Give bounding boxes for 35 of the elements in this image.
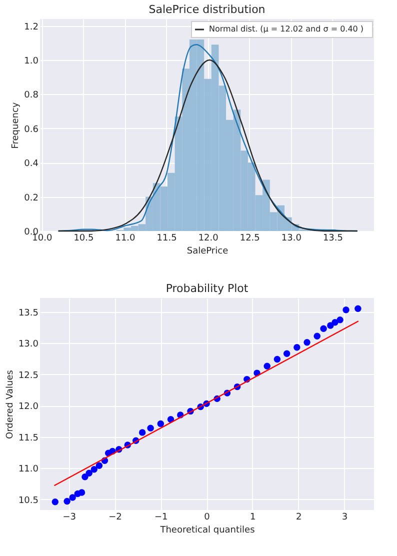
y-tick-label: 12.0: [18, 402, 39, 412]
x-tick-label: 0: [204, 512, 210, 522]
legend-label: Normal dist. (μ = 12.02 and σ = 0.40 ): [209, 24, 364, 34]
y-tick-label: 13.5: [18, 308, 38, 318]
chart-title: SalePrice distribution: [148, 3, 266, 16]
x-tick-label: −2: [108, 512, 122, 522]
x-axis-title: SalePrice: [186, 246, 229, 256]
x-tick-label: 3: [342, 512, 348, 522]
y-tick-label: 0.6: [24, 124, 39, 135]
y-tick-label: 10.5: [18, 496, 38, 506]
x-tick-label: 11.0: [115, 234, 136, 244]
y-axis-title: Ordered Values: [5, 370, 16, 439]
y-tick-label: 13.0: [18, 340, 39, 350]
x-tick-label: −1: [154, 512, 168, 522]
y-tick-label: 12.5: [18, 370, 38, 381]
x-tick-label: 1: [250, 512, 256, 522]
x-tick-label: 13.5: [322, 234, 343, 244]
y-tick-label: 11.0: [18, 464, 39, 475]
y-axis-title: Frequency: [11, 102, 22, 149]
y-tick-label: 1.0: [24, 56, 39, 67]
x-tick-label: 12.5: [240, 234, 260, 244]
x-tick-label: 2: [296, 512, 302, 522]
y-tick-label: 0.4: [24, 159, 39, 170]
x-tick-label: 13.0: [281, 234, 302, 244]
x-tick-label: 10.0: [32, 234, 52, 244]
y-tick-label: 11.5: [18, 433, 38, 444]
y-tick-label: 0.8: [24, 90, 39, 101]
x-axis-title: Theoretical quantiles: [159, 526, 256, 536]
x-tick-label: −3: [62, 512, 76, 522]
chart-title: Probability Plot: [166, 282, 249, 295]
x-tick-label: 10.5: [74, 234, 94, 244]
y-tick-label: 0.2: [24, 193, 38, 204]
x-tick-label: 12.0: [198, 234, 219, 244]
y-tick-label: 1.2: [24, 22, 38, 32]
x-tick-label: 11.5: [156, 234, 177, 244]
